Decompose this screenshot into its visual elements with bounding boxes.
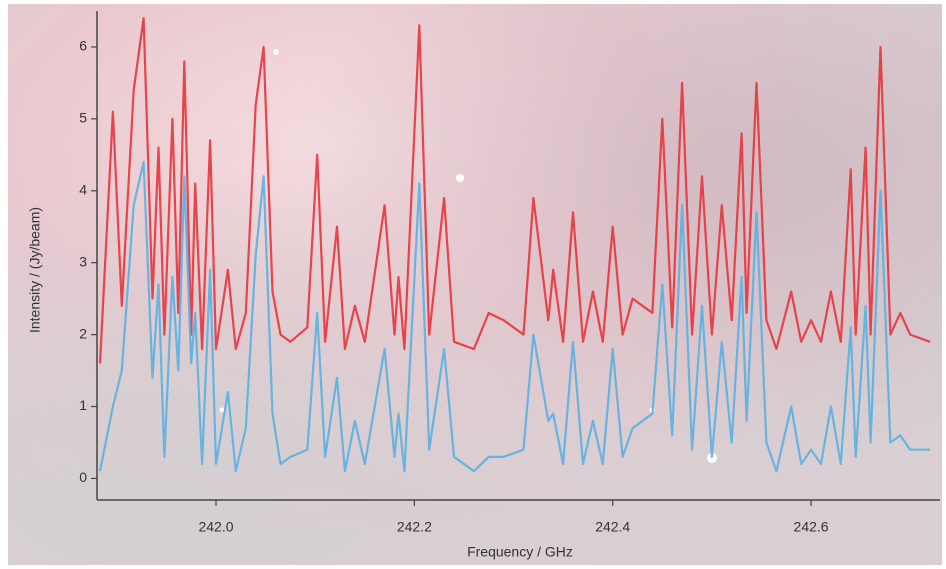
plot-area [98, 17, 931, 473]
star [456, 174, 464, 182]
y-tick-label: 6 [79, 38, 87, 54]
star [707, 453, 717, 463]
x-tick-label: 242.2 [397, 519, 432, 535]
y-tick-label: 2 [79, 325, 87, 341]
x-tick-label: 242.4 [595, 519, 630, 535]
star [219, 407, 225, 413]
y-tick-label: 3 [79, 253, 87, 269]
spectrum-line [98, 17, 931, 364]
star [273, 49, 279, 55]
x-tick-label: 242.0 [198, 519, 233, 535]
y-tick-label: 1 [79, 397, 87, 413]
spectrum-line [98, 160, 931, 473]
y-tick-label: 4 [79, 181, 87, 197]
y-tick-label: 0 [79, 469, 87, 485]
y-tick-label: 5 [79, 110, 87, 126]
x-tick-label: 242.6 [794, 519, 829, 535]
x-axis-title: Frequency / GHz [467, 544, 573, 560]
y-axis-title: Intensity / (Jy/beam) [27, 207, 43, 333]
